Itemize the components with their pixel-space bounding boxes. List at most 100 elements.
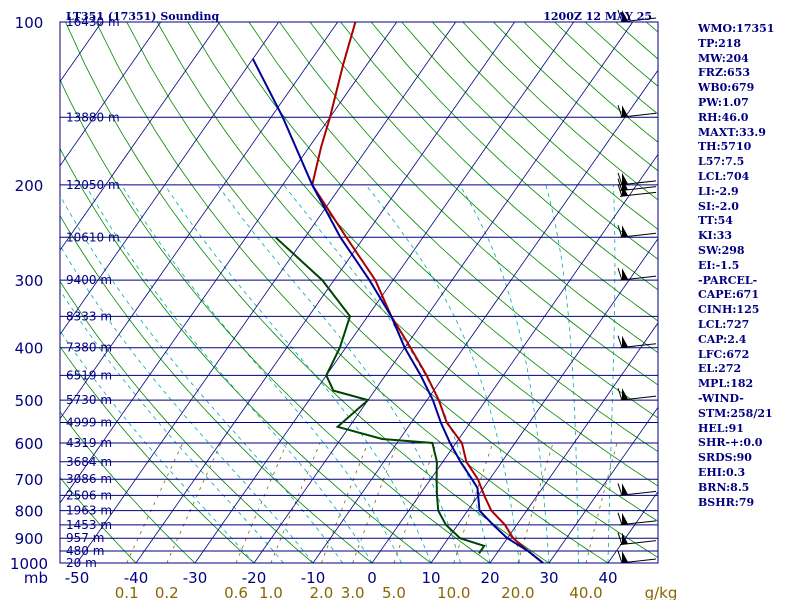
index-item: BRN:8.5	[698, 480, 750, 494]
index-item: -PARCEL-	[698, 273, 758, 287]
index-item: MW:204	[698, 51, 749, 65]
wind-barb	[617, 9, 657, 23]
x-tick-label: -50	[65, 569, 90, 587]
height-label: 957 m	[66, 531, 104, 545]
series-dewpoint-line	[274, 236, 486, 554]
index-item: EHI:0.3	[698, 465, 746, 479]
isotherm	[548, 406, 658, 563]
isotherm	[60, 22, 398, 504]
isotherm	[60, 22, 339, 420]
index-item: SRDS:90	[698, 451, 752, 465]
wind-barb	[617, 225, 657, 238]
index-item: TP:218	[698, 36, 742, 50]
index-item: LCL:727	[698, 317, 750, 331]
mixing-ratio-line	[393, 442, 437, 563]
mixing-ratio-line	[585, 442, 618, 563]
height-label: 4319 m	[66, 436, 112, 450]
wind-barb-shaft	[619, 343, 657, 349]
isotherm	[312, 69, 658, 563]
height-label: 8333 m	[66, 309, 112, 323]
mixing-ratio-label: 0.1	[115, 584, 139, 600]
wind-barb-pennant	[622, 532, 628, 545]
isotherm	[135, 22, 516, 563]
height-label: 12050 m	[66, 178, 120, 192]
moist-adiabat	[60, 244, 314, 563]
wind-barb	[617, 512, 657, 526]
x-tick-label: 0	[367, 569, 377, 587]
mixing-ratio-label: 2.0	[309, 584, 333, 600]
wind-barb-flag	[617, 532, 623, 545]
index-item: CINH:125	[698, 303, 760, 317]
wind-barb-flag	[617, 267, 623, 281]
height-label: 13880 m	[66, 110, 120, 124]
isotherm	[489, 322, 658, 563]
wind-barb	[617, 532, 657, 546]
isotherm	[194, 22, 575, 563]
wind-barb-shaft	[619, 275, 657, 281]
x-tick-label: -10	[301, 569, 326, 587]
wind-barb	[617, 184, 657, 197]
index-item: HEL:91	[698, 421, 744, 435]
height-label: 2506 m	[66, 488, 112, 502]
mixing-ratio-line	[453, 442, 494, 563]
y-tick-label: 200	[15, 177, 44, 195]
mb-unit-label: mb	[24, 569, 48, 587]
chart-title: LT351 (17351) Sounding	[66, 10, 219, 23]
height-label: 20 m	[66, 556, 97, 570]
wind-barb	[617, 483, 657, 496]
height-label: 5730 m	[66, 393, 112, 407]
x-tick-label: 30	[539, 569, 558, 587]
y-tick-label: 700	[15, 471, 44, 489]
x-tick-label: 40	[598, 569, 617, 587]
y-tick-label: 900	[15, 530, 44, 548]
index-item: TH:5710	[698, 140, 752, 154]
mixing-ratio-label: 5.0	[382, 584, 406, 600]
x-tick-label: 10	[421, 569, 440, 587]
y-tick-label: 800	[15, 503, 44, 521]
wind-barb-pennant	[622, 335, 628, 348]
wind-barb-pennant	[622, 10, 628, 22]
wind-barb-flag	[617, 387, 623, 401]
wind-barb	[617, 105, 657, 118]
x-tick-label: -30	[183, 569, 208, 587]
index-item: WMO:17351	[698, 22, 775, 35]
isotherm	[60, 22, 280, 336]
height-label: 3086 m	[66, 472, 112, 486]
index-item: BSHR:79	[698, 495, 755, 509]
isotherm	[60, 22, 162, 167]
mixing-ratio-label: 40.0	[569, 584, 602, 600]
wind-barb-pennant	[622, 184, 628, 197]
isotherm	[76, 22, 457, 563]
index-item: SW:298	[698, 243, 745, 257]
index-item: FRZ:653	[698, 66, 751, 80]
wind-barb	[617, 267, 657, 281]
mixing-ratio-label: 3.0	[341, 584, 365, 600]
wind-barb-flag	[617, 225, 623, 238]
wind-barb	[617, 172, 657, 186]
wind-barb-flag	[617, 178, 623, 191]
series-temperature-line	[311, 22, 544, 563]
wind-barb-flag	[617, 512, 623, 525]
wind-barb-pennant	[622, 225, 628, 238]
wind-barb-flag	[617, 483, 623, 496]
moist-adiabat	[85, 184, 373, 563]
wind-barb-flag	[617, 105, 623, 118]
wind-barb-pennant	[622, 551, 628, 563]
wind-barb	[617, 387, 657, 401]
wind-barb	[617, 550, 657, 564]
mixing-ratio-label: 1.0	[259, 584, 283, 600]
wind-barb-pennant	[622, 483, 628, 496]
sounding-series	[252, 22, 544, 563]
wind-barb-flag	[617, 550, 623, 564]
x-tick-label: 20	[480, 569, 499, 587]
index-item: TT:54	[698, 214, 733, 228]
index-item: CAPE:671	[698, 288, 759, 302]
height-label: 16430 m	[66, 15, 120, 29]
x-tick-label: -20	[242, 569, 267, 587]
isotherm	[430, 238, 658, 563]
index-item: -WIND-	[698, 391, 744, 405]
plot-frame	[59, 21, 659, 564]
gkg-unit-label: g/kg	[645, 584, 678, 600]
wind-barb-shaft	[619, 112, 657, 118]
